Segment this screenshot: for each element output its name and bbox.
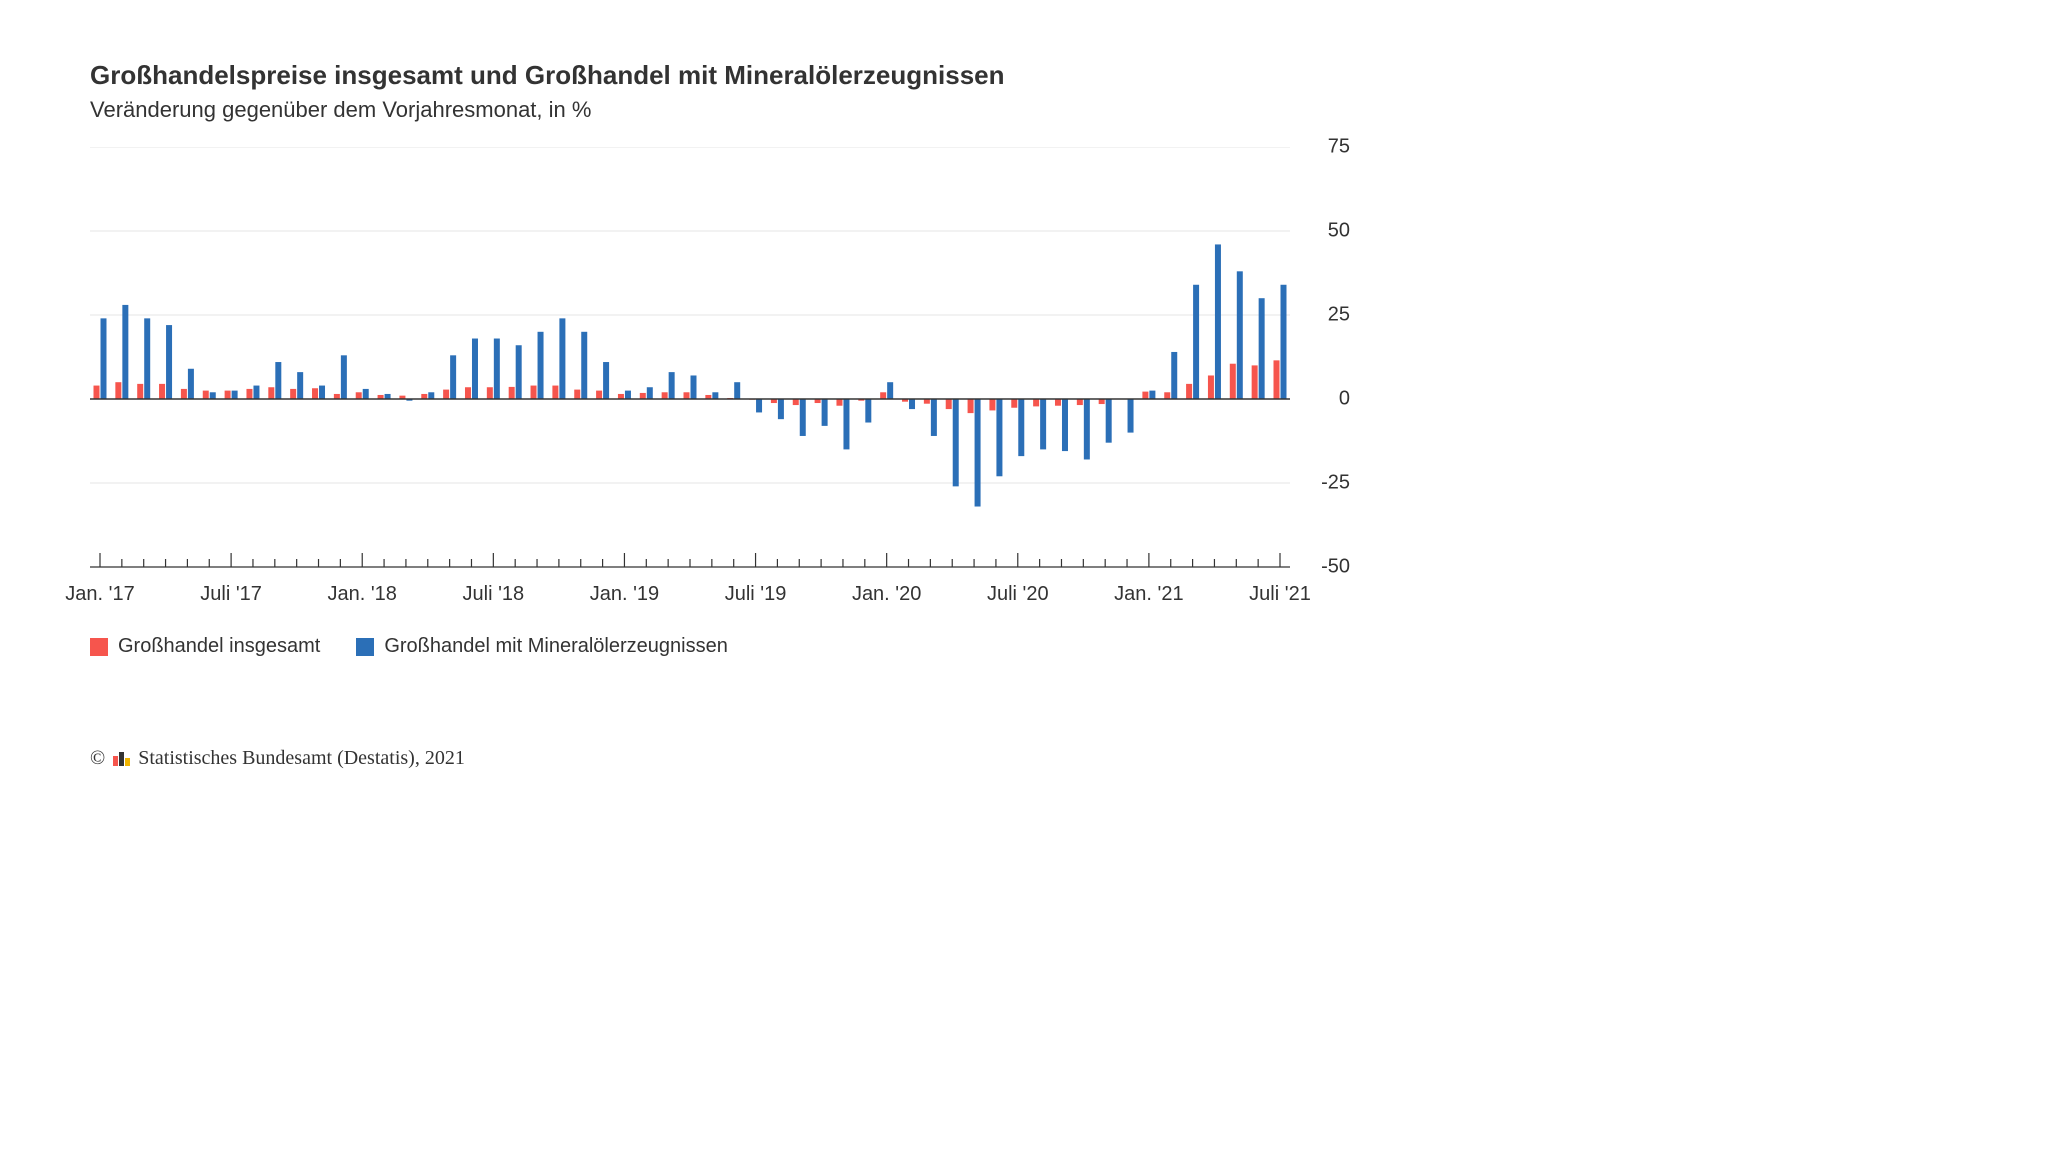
x-tick-label: Jan. '21 (1114, 583, 1183, 606)
chart-subtitle: Veränderung gegenüber dem Vorjahresmonat… (90, 97, 1350, 123)
x-tick-label: Jan. '17 (65, 583, 134, 606)
y-tick-label: -25 (1300, 472, 1350, 495)
y-tick-label: -50 (1300, 556, 1350, 579)
y-tick-label: 75 (1300, 136, 1350, 159)
legend-swatch (90, 638, 108, 656)
legend: Großhandel insgesamt Großhandel mit Miner… (90, 635, 1350, 658)
x-axis: Jan. '17Juli '17Jan. '18Juli '18Jan. '19… (90, 571, 1290, 611)
x-tick-label: Jan. '20 (852, 583, 921, 606)
chart-title: Großhandelspreise insgesamt und Großhand… (90, 60, 1350, 91)
legend-label: Großhandel mit Mineralölerzeugnissen (384, 635, 728, 658)
legend-item: Großhandel insgesamt (90, 635, 320, 658)
y-tick-label: 0 (1300, 388, 1350, 411)
destatis-logo-icon (113, 752, 130, 766)
plot-svg (90, 147, 1290, 587)
x-tick-label: Juli '20 (987, 583, 1049, 606)
y-tick-label: 25 (1300, 304, 1350, 327)
plot-area: -50-250255075 Jan. '17Juli '17Jan. '18Ju… (90, 147, 1290, 567)
credit-text: Statistisches Bundesamt (Destatis), 2021 (138, 747, 465, 770)
chart-wrapper: Großhandelspreise insgesamt und Großhand… (0, 0, 1440, 810)
credit: © Statistisches Bundesamt (Destatis), 20… (90, 747, 465, 770)
x-tick-label: Juli '18 (463, 583, 525, 606)
x-tick-label: Juli '17 (200, 583, 262, 606)
legend-item: Großhandel mit Mineralölerzeugnissen (356, 635, 728, 658)
x-tick-label: Juli '19 (725, 583, 787, 606)
legend-label: Großhandel insgesamt (118, 635, 320, 658)
y-tick-label: 50 (1300, 220, 1350, 243)
copyright-symbol: © (90, 747, 105, 770)
x-tick-label: Jan. '18 (328, 583, 397, 606)
y-axis: -50-250255075 (1300, 147, 1350, 567)
x-tick-label: Juli '21 (1249, 583, 1311, 606)
legend-swatch (356, 638, 374, 656)
x-tick-label: Jan. '19 (590, 583, 659, 606)
